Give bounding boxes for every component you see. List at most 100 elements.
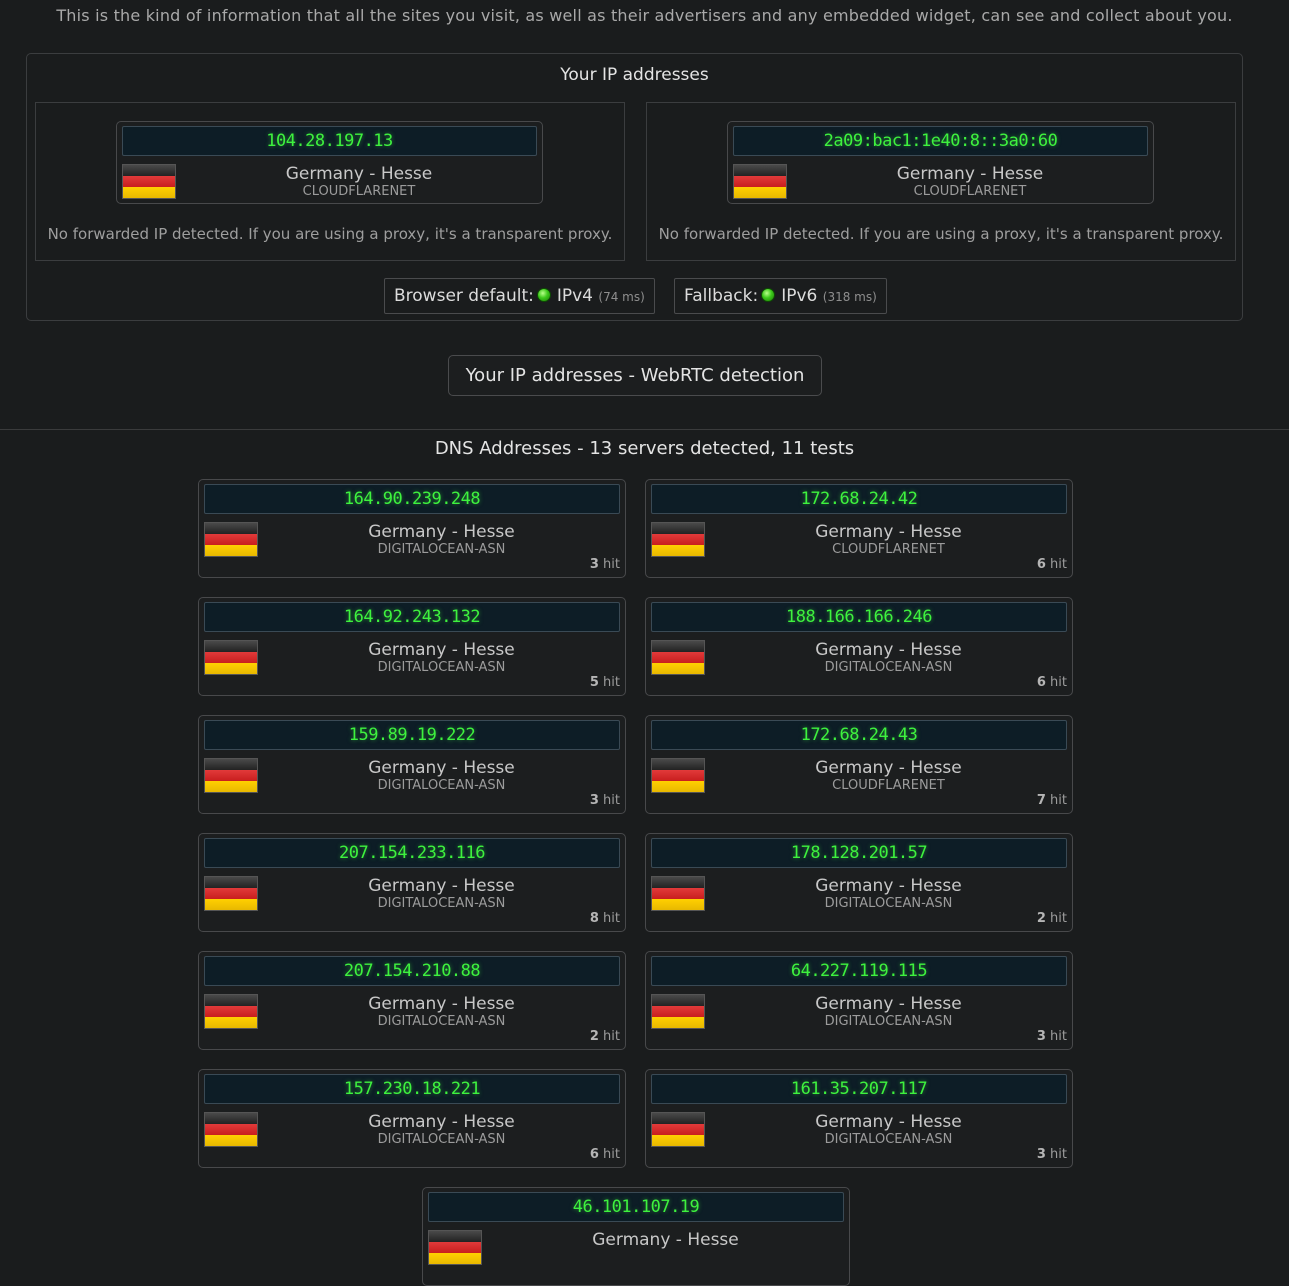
dns-server-card: 172.68.24.43 Germany - Hesse CLOUDFLARENET… <box>645 715 1073 814</box>
dns-section-title: DNS Addresses - 13 servers detected, 11 … <box>434 438 855 459</box>
germany-flag-icon <box>204 1112 258 1147</box>
hit-label: hit <box>603 793 620 808</box>
ipv4-box: 104.28.197.13 Germany - Hesse CLOUDFLARE… <box>35 102 625 261</box>
dns-server-asn: DIGITALOCEAN-ASN <box>824 1132 953 1147</box>
browser-default-proto: IPv4 <box>556 286 593 306</box>
dns-server-card: 207.154.233.116 Germany - Hesse DIGITALOCE… <box>198 833 626 932</box>
dns-server-hits: 7 hit <box>1037 793 1067 808</box>
dns-server-hits: 8 hit <box>590 911 620 926</box>
dns-server-card: 159.89.19.222 Germany - Hesse DIGITALOCEAN… <box>198 715 626 814</box>
germany-flag-icon <box>204 640 258 675</box>
hit-label: hit <box>1050 1147 1067 1162</box>
germany-flag-icon <box>651 994 705 1029</box>
ipv6-location: Germany - Hesse <box>896 164 1044 184</box>
ipv4-card: 104.28.197.13 Germany - Hesse CLOUDFLARE… <box>116 121 543 204</box>
hit-label: hit <box>1050 675 1067 690</box>
dns-server-address[interactable]: 164.90.239.248 <box>204 484 620 514</box>
intro-text: This is the kind of information that all… <box>56 6 1233 25</box>
dns-server-address[interactable]: 157.230.18.221 <box>204 1074 620 1104</box>
status-dot-icon <box>761 287 776 302</box>
dns-server-location: Germany - Hesse <box>368 994 515 1014</box>
browser-default-latency: (74 ms) <box>598 290 645 304</box>
dns-server-asn: DIGITALOCEAN-ASN <box>377 896 506 911</box>
dns-server-asn: DIGITALOCEAN-ASN <box>824 1014 953 1029</box>
hit-count: 6 <box>589 1147 599 1162</box>
dns-server-card: 164.92.243.132 Germany - Hesse DIGITALOCEA… <box>198 597 626 696</box>
dns-server-card: 172.68.24.42 Germany - Hesse CLOUDFLARENET… <box>645 479 1073 578</box>
hit-label: hit <box>1050 793 1067 808</box>
webrtc-detection-button[interactable]: Your IP addresses - WebRTC detection <box>448 355 822 396</box>
dns-server-location: Germany - Hesse <box>368 640 515 660</box>
germany-flag-icon <box>651 876 705 911</box>
germany-flag-icon <box>651 758 705 793</box>
dns-server-location: Germany - Hesse <box>815 522 962 542</box>
dns-server-location: Germany - Hesse <box>815 640 962 660</box>
dns-server-hits: 6 hit <box>1037 675 1067 690</box>
germany-flag-icon <box>651 1112 705 1147</box>
ipv6-card: 2a09:bac1:1e40:8::3a0:60 Germany - Hesse… <box>727 121 1154 204</box>
dns-server-address[interactable]: 188.166.166.246 <box>651 602 1067 632</box>
dns-server-card: 178.128.201.57 Germany - Hesse DIGITALOCEA… <box>645 833 1073 932</box>
hit-count: 6 <box>1036 675 1046 690</box>
dns-server-address[interactable]: 178.128.201.57 <box>651 838 1067 868</box>
dns-server-address[interactable]: 172.68.24.42 <box>651 484 1067 514</box>
dns-server-location: Germany - Hesse <box>368 758 515 778</box>
dns-server-address[interactable]: 172.68.24.43 <box>651 720 1067 750</box>
dns-server-asn: CLOUDFLARENET <box>832 542 945 557</box>
ipv6-address[interactable]: 2a09:bac1:1e40:8::3a0:60 <box>733 126 1148 156</box>
dns-server-address[interactable]: 207.154.210.88 <box>204 956 620 986</box>
ipv4-location: Germany - Hesse <box>285 164 433 184</box>
hit-count: 3 <box>1036 1029 1046 1044</box>
ipv4-forwarded-note: No forwarded IP detected. If you are usi… <box>47 225 613 243</box>
dns-server-address[interactable]: 46.101.107.19 <box>428 1192 844 1222</box>
dns-server-asn: DIGITALOCEAN-ASN <box>377 1132 506 1147</box>
dns-server-hits: 6 hit <box>1037 557 1067 572</box>
germany-flag-icon <box>733 164 787 199</box>
ipv4-asn: CLOUDFLARENET <box>302 184 416 199</box>
germany-flag-icon <box>204 876 258 911</box>
germany-flag-icon <box>204 758 258 793</box>
ipv4-address[interactable]: 104.28.197.13 <box>122 126 537 156</box>
dns-server-address[interactable]: 164.92.243.132 <box>204 602 620 632</box>
dns-server-location: Germany - Hesse <box>368 876 515 896</box>
dns-server-asn: DIGITALOCEAN-ASN <box>377 1014 506 1029</box>
dns-server-address[interactable]: 161.35.207.117 <box>651 1074 1067 1104</box>
dns-server-hits: 3 hit <box>1037 1029 1067 1044</box>
dns-server-card: 164.90.239.248 Germany - Hesse DIGITALOCEA… <box>198 479 626 578</box>
hit-label: hit <box>603 911 620 926</box>
hit-count: 7 <box>1036 793 1046 808</box>
germany-flag-icon <box>122 164 176 199</box>
dns-server-hits: 5 hit <box>590 675 620 690</box>
dns-server-asn: DIGITALOCEAN-ASN <box>824 660 953 675</box>
fallback-proto: IPv6 <box>781 286 818 306</box>
dns-server-asn: CLOUDFLARENET <box>832 778 945 793</box>
dns-server-location: Germany - Hesse <box>815 876 962 896</box>
section-divider <box>0 429 1289 430</box>
hit-count: 3 <box>1036 1147 1046 1162</box>
hit-label: hit <box>1050 1029 1067 1044</box>
dns-server-hits: 2 hit <box>1037 911 1067 926</box>
fallback-latency: (318 ms) <box>822 290 877 304</box>
hit-label: hit <box>603 1029 620 1044</box>
hit-label: hit <box>1050 911 1067 926</box>
ip-addresses-panel: Your IP addresses 104.28.197.13 Germany … <box>26 53 1243 321</box>
hit-count: 5 <box>589 675 599 690</box>
dns-server-location: Germany - Hesse <box>368 1112 515 1132</box>
dns-server-asn: DIGITALOCEAN-ASN <box>377 778 506 793</box>
dns-server-card: 64.227.119.115 Germany - Hesse DIGITALOCEA… <box>645 951 1073 1050</box>
dns-server-location: Germany - Hesse <box>368 522 515 542</box>
dns-server-card: 46.101.107.19 Germany - Hesse <box>422 1187 850 1286</box>
hit-count: 8 <box>589 911 599 926</box>
fallback-label: Fallback: <box>684 286 759 306</box>
status-dot-icon <box>536 287 551 302</box>
dns-server-hits: 3 hit <box>590 557 620 572</box>
hit-label: hit <box>603 1147 620 1162</box>
hit-count: 2 <box>589 1029 599 1044</box>
ipv6-forwarded-note: No forwarded IP detected. If you are usi… <box>658 225 1224 243</box>
dns-server-card: 161.35.207.117 Germany - Hesse DIGITALOCEA… <box>645 1069 1073 1168</box>
dns-server-address[interactable]: 159.89.19.222 <box>204 720 620 750</box>
dns-server-address[interactable]: 64.227.119.115 <box>651 956 1067 986</box>
dns-server-hits: 2 hit <box>590 1029 620 1044</box>
browser-default-label: Browser default: <box>394 286 534 306</box>
dns-server-address[interactable]: 207.154.233.116 <box>204 838 620 868</box>
